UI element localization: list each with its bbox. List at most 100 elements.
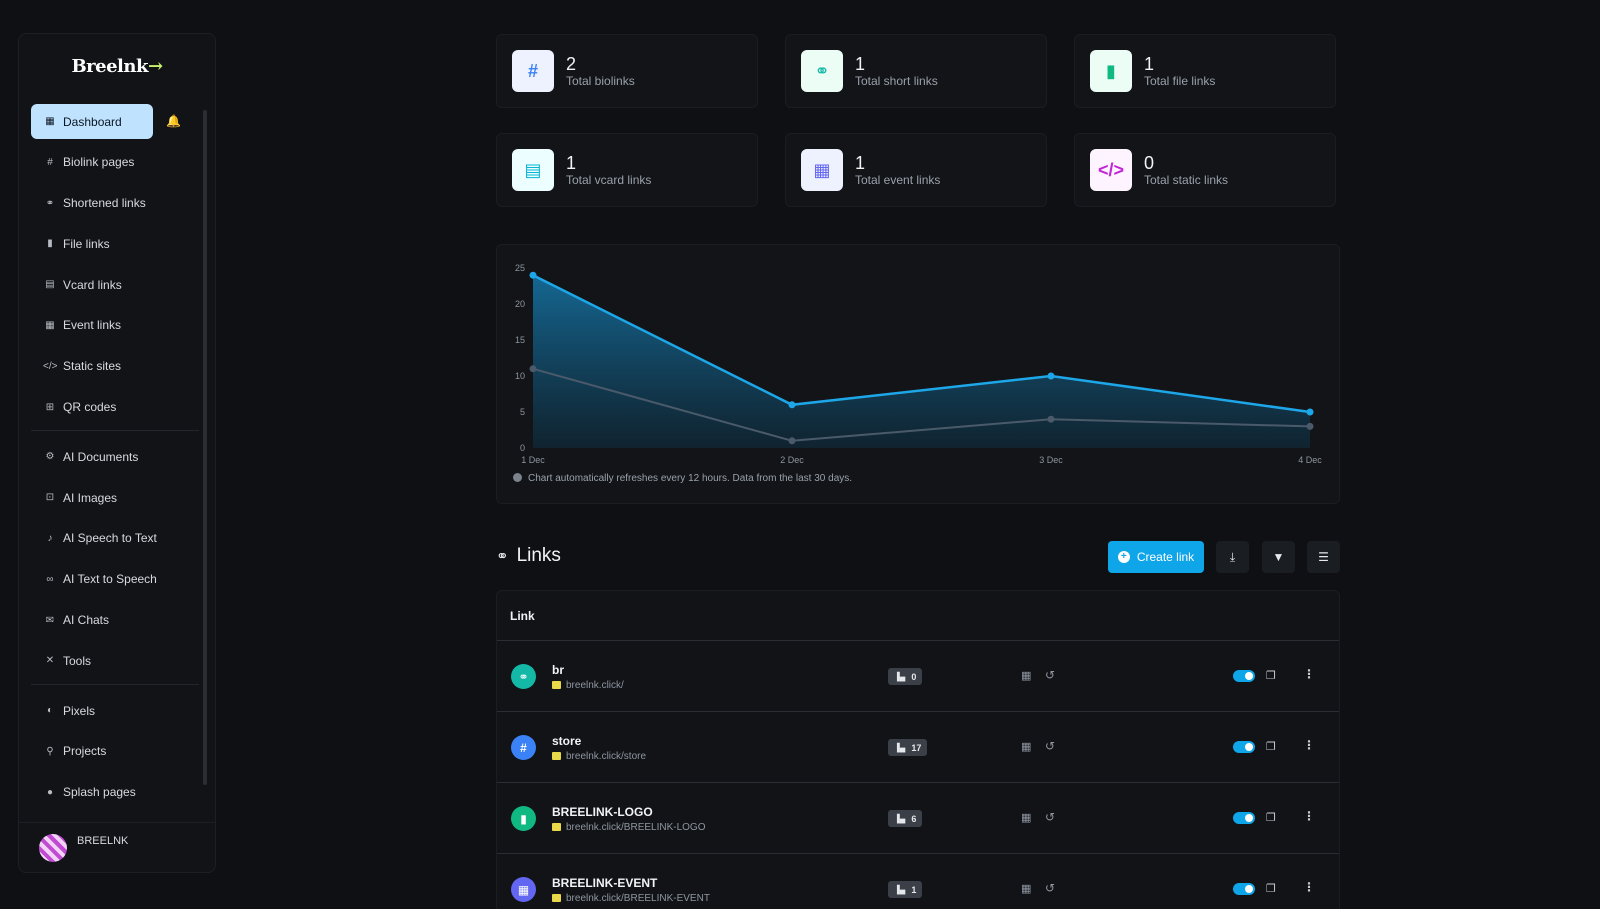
more-vertical-icon[interactable]: ⋮: [1303, 809, 1315, 823]
copy-icon[interactable]: ❐: [1266, 883, 1276, 895]
data-point: [529, 365, 537, 373]
clicks-badge[interactable]: ▐▄ 1: [888, 881, 923, 898]
history-icon: ↺: [1045, 739, 1056, 753]
row-file-icon: ▮: [511, 806, 536, 831]
sidebar-item-label: File links: [63, 236, 110, 251]
sidebar-item-projects[interactable]: ⚲ Projects: [31, 734, 193, 769]
sidebar-item-tools[interactable]: ✕ Tools: [31, 643, 193, 678]
bell-icon[interactable]: 🔔: [166, 114, 181, 128]
sidebar: Breelnk→ 🔔 ▦ Dashboard # Biolink pages ⚭ Shor…: [18, 33, 216, 873]
sidebar-item-ai-documents[interactable]: ⚙ AI Documents: [31, 439, 193, 474]
status-toggle[interactable]: [1233, 741, 1255, 753]
stat-card[interactable]: ⚭ 1 Total short links: [785, 34, 1047, 108]
status-toggle[interactable]: [1233, 812, 1255, 824]
calendar-icon: ▦: [517, 882, 530, 897]
sidebar-item-label: Static sites: [63, 359, 122, 374]
sidebar-item-ai-text-to-speech[interactable]: ∞ AI Text to Speech: [31, 562, 193, 597]
link-name[interactable]: br: [552, 663, 564, 677]
sidebar-item-ai-chats[interactable]: ✉ AI Chats: [31, 603, 193, 638]
sidebar-divider: [31, 684, 199, 686]
sidebar-item-qr-codes[interactable]: ⊞ QR codes: [31, 390, 193, 425]
copy-icon[interactable]: ❐: [1266, 812, 1276, 824]
stat-value: 2: [566, 54, 577, 74]
link-name[interactable]: BREELINK-EVENT: [552, 876, 658, 890]
link-name[interactable]: BREELINK-LOGO: [552, 805, 653, 819]
link-name[interactable]: store: [552, 734, 582, 748]
clicks-badge[interactable]: ▐▄ 0: [888, 668, 923, 685]
stat-card[interactable]: ▤ 1 Total vcard links: [496, 133, 758, 207]
data-point: [788, 401, 796, 409]
create-link-button[interactable]: + Create link: [1108, 541, 1204, 573]
data-point: [1306, 408, 1314, 416]
clicks-value: 0: [911, 671, 917, 682]
sidebar-item-dashboard[interactable]: ▦ Dashboard: [31, 104, 153, 139]
sidebar-item-vcard-links[interactable]: ▤ Vcard links: [31, 267, 193, 302]
clicks-badge[interactable]: ▐▄ 6: [888, 810, 923, 827]
plus-circle-icon: +: [1117, 551, 1130, 563]
status-toggle[interactable]: [1233, 670, 1255, 682]
table-header: Link: [497, 591, 1339, 641]
adjust-icon: ◐: [46, 705, 54, 717]
user-menu[interactable]: BREELNK: [19, 822, 215, 872]
x-tick-label: 1 Dec: [521, 455, 545, 465]
more-vertical-icon[interactable]: ⋮: [1303, 738, 1315, 752]
series-line: [532, 274, 1311, 414]
stat-badge: #: [512, 50, 554, 92]
link-url[interactable]: breelnk.click/: [552, 680, 624, 691]
sidebar-item-label: AI Chats: [63, 613, 110, 628]
y-tick-label: 5: [520, 407, 525, 417]
sidebar-item-label: AI Text to Speech: [63, 572, 157, 587]
series-area: [533, 275, 1310, 448]
link-url[interactable]: breelnk.click/BREELINK-EVENT: [552, 893, 710, 904]
download-button[interactable]: ⤓: [1216, 541, 1249, 573]
y-tick-label: 15: [515, 335, 525, 345]
sidebar-divider: [31, 430, 199, 432]
tools-icon: ✕: [45, 655, 55, 667]
stat-text: 1 Total short links: [855, 54, 938, 88]
stat-badge: </>: [1090, 149, 1132, 191]
more-vertical-icon[interactable]: ⋮: [1303, 667, 1315, 681]
sidebar-item-event-links[interactable]: ▦ Event links: [31, 308, 193, 343]
clicks-value: 6: [911, 813, 917, 824]
status-toggle[interactable]: [1233, 883, 1255, 895]
table-body: ⚭ br breelnk.click/ ▐▄ 0 ▦ ↺ ❐ ⋮ # store breelnk.cl…: [497, 641, 1339, 909]
image-icon: ⊡: [45, 492, 55, 504]
data-point: [1047, 372, 1055, 380]
filter-button[interactable]: ▼: [1262, 541, 1295, 573]
sidebar-item-ai-speech-to-text[interactable]: ♪ AI Speech to Text: [31, 521, 193, 556]
copy-icon[interactable]: ❐: [1266, 670, 1276, 682]
flag-icon: [552, 752, 561, 760]
stat-card[interactable]: </> 0 Total static links: [1074, 133, 1336, 207]
sidebar-item-biolink-pages[interactable]: # Biolink pages: [31, 145, 193, 180]
sidebar-item-file-links[interactable]: ▮ File links: [31, 226, 193, 261]
sidebar-item-splash-pages[interactable]: ● Splash pages: [31, 775, 193, 810]
droplet-icon: ●: [46, 786, 54, 798]
stat-card[interactable]: ▮ 1 Total file links: [1074, 34, 1336, 108]
link-url[interactable]: breelnk.click/store: [552, 751, 646, 762]
link-icon: ⚭: [518, 669, 529, 684]
clicks-badge[interactable]: ▐▄ 17: [888, 739, 928, 756]
sidebar-item-static-sites[interactable]: </> Static sites: [31, 349, 193, 384]
history-icon: ↺: [1045, 668, 1056, 682]
history-icon: ↺: [1045, 881, 1056, 895]
chart-bar-icon: ▐▄: [894, 814, 906, 823]
file-icon: ▮: [520, 811, 527, 826]
sidebar-item-ai-images[interactable]: ⊡ AI Images: [31, 480, 193, 515]
stat-text: 1 Total event links: [855, 153, 940, 187]
brand-logo-text: Breelnk: [71, 56, 148, 77]
stat-card[interactable]: #2 Total biolinks: [496, 34, 758, 108]
more-vertical-icon[interactable]: ⋮: [1303, 880, 1315, 894]
brand-logo[interactable]: Breelnk→: [19, 56, 215, 77]
copy-icon[interactable]: ❐: [1266, 741, 1276, 753]
link-icon: ⚭: [496, 548, 509, 565]
sidebar-item-shortened-links[interactable]: ⚭ Shortened links: [31, 186, 193, 221]
voicemail-icon: ∞: [46, 573, 54, 585]
stat-card[interactable]: ▦ 1 Total event links: [785, 133, 1047, 207]
link-url-text: breelnk.click/BREELINK-LOGO: [566, 822, 706, 833]
sidebar-scrollbar[interactable]: [203, 110, 207, 785]
flag-icon: [552, 894, 561, 902]
list-view-button[interactable]: ☰: [1307, 541, 1340, 573]
sidebar-item-label: Shortened links: [63, 196, 146, 211]
sidebar-item-pixels[interactable]: ◐ Pixels: [31, 693, 193, 728]
link-url[interactable]: breelnk.click/BREELINK-LOGO: [552, 822, 706, 833]
